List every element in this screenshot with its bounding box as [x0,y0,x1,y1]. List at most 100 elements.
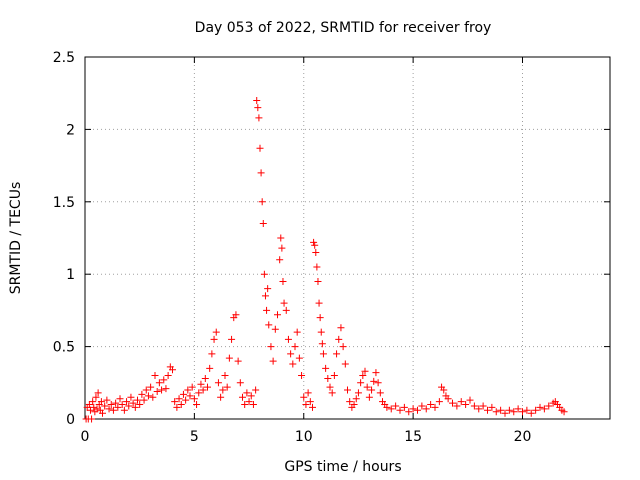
data-point [212,328,220,336]
data-point [153,387,161,395]
data-point [89,398,97,406]
data-point [278,244,286,252]
data-point [387,405,395,413]
data-point [427,401,435,409]
data-point [466,396,474,404]
data-point [204,383,211,391]
plot-frame [84,56,611,420]
data-point [536,403,544,411]
data-point [309,403,316,411]
data-point [260,270,268,278]
data-point [210,335,218,343]
data-point [158,386,166,394]
data-point [372,369,380,377]
data-point [287,350,295,358]
y-axis-label: SRMTID / TECUs [8,182,24,295]
data-point [263,306,271,314]
data-point [225,354,233,362]
data-point [333,350,341,358]
data-point [317,328,325,336]
data-point [255,114,263,122]
data-point [253,96,261,104]
data-point [370,377,378,385]
data-point [127,393,135,401]
data-point [440,386,448,394]
x-axis-label: GPS time / hours [284,459,401,475]
x-tick-label: 10 [295,429,313,445]
data-point [300,393,308,401]
data-point [449,399,456,407]
data-point [414,406,421,414]
data-point [261,292,269,300]
data-point [228,335,236,343]
data-point [245,398,253,406]
data-point [409,405,417,413]
data-point [169,366,176,374]
data-point [284,335,292,343]
data-point [293,328,301,336]
data-point [162,385,170,393]
data-point [470,402,478,410]
data-point [197,380,205,388]
data-point [396,406,404,414]
data-point [131,403,139,411]
data-point [289,360,297,368]
data-point [352,395,360,403]
data-point [177,401,185,409]
data-point [118,401,126,409]
data-point [193,401,201,409]
data-point [101,402,109,410]
data-point [505,406,513,414]
data-point [195,389,203,397]
data-point [232,311,240,319]
data-point [271,325,279,333]
data-point [280,299,288,307]
data-point [319,350,327,358]
data-point [142,386,150,394]
data-point [93,405,101,413]
data-point [92,393,100,401]
data-point [274,311,281,319]
data-point [392,402,400,410]
data-point [129,399,137,407]
data-point [249,401,257,409]
data-point [264,285,272,293]
data-point [188,383,196,391]
data-point [239,393,246,401]
data-point [136,401,144,409]
data-point [422,405,430,413]
data-point [138,390,146,398]
data-point [186,392,194,400]
data-point [282,306,290,314]
data-point [151,372,159,380]
data-point [344,386,351,394]
data-point [304,389,312,397]
data-point [350,401,358,409]
y-tick-label: 2 [66,122,75,138]
data-point [365,393,373,401]
data-point [316,314,324,322]
data-point [134,396,141,404]
data-point [99,409,106,417]
data-point [405,408,413,416]
data-point [341,360,349,368]
y-tick-label: 1.5 [53,195,75,211]
data-point [359,372,367,380]
data-point [318,340,326,348]
data-point [94,389,102,397]
data-point [120,406,128,414]
data-point [214,379,222,387]
data-point [488,403,496,411]
data-point [201,374,209,382]
data-point [298,372,306,380]
x-tick-label: 0 [81,429,90,445]
data-point [400,403,408,411]
data-point [330,372,338,380]
data-point [374,379,382,387]
x-tick-label: 5 [190,429,199,445]
data-point [147,383,155,391]
data-point [291,343,299,351]
data-point [457,398,465,406]
data-point [199,386,207,394]
data-point [431,403,439,411]
